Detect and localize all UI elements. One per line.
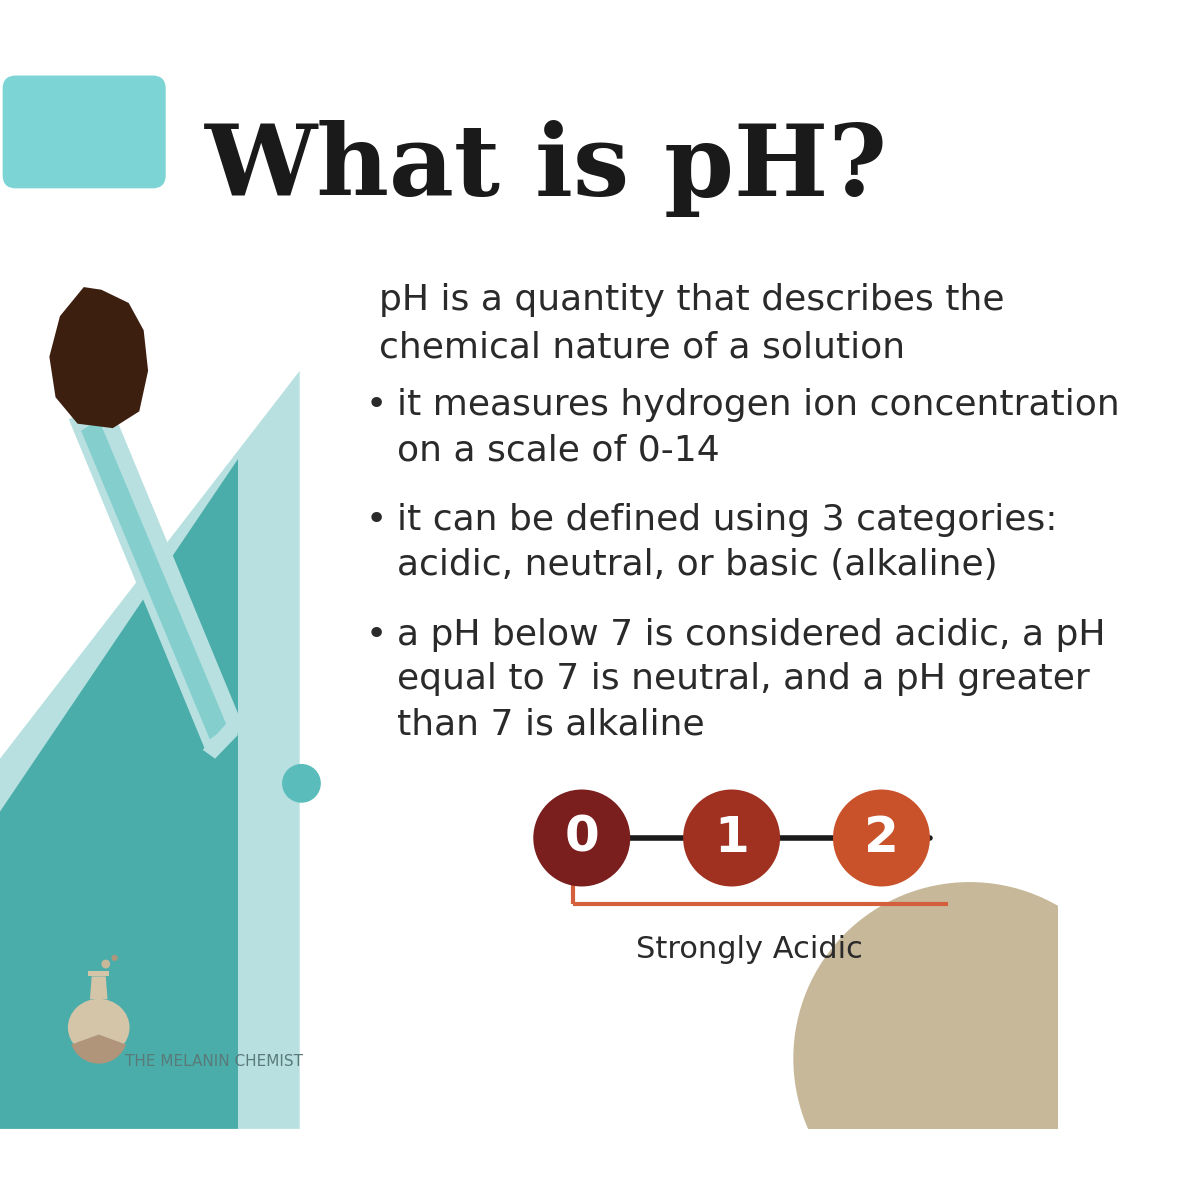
Text: •: • [366, 618, 388, 652]
Text: a pH below 7 is considered acidic, a pH
equal to 7 is neutral, and a pH greater
: a pH below 7 is considered acidic, a pH … [397, 618, 1105, 742]
Polygon shape [88, 971, 109, 977]
Circle shape [793, 882, 1146, 1200]
Polygon shape [0, 371, 300, 1129]
Ellipse shape [68, 998, 130, 1056]
Text: it can be defined using 3 categories:
acidic, neutral, or basic (alkaline): it can be defined using 3 categories: ac… [397, 503, 1057, 582]
Text: •: • [366, 389, 388, 422]
Circle shape [833, 790, 930, 887]
Text: Strongly Acidic: Strongly Acidic [636, 935, 863, 964]
Polygon shape [0, 458, 238, 1129]
Circle shape [282, 764, 320, 803]
Circle shape [101, 960, 110, 968]
Text: 1: 1 [714, 814, 749, 862]
Polygon shape [49, 287, 148, 428]
Text: •: • [366, 503, 388, 538]
Polygon shape [68, 402, 245, 748]
Text: THE MELANIN CHEMIST: THE MELANIN CHEMIST [125, 1054, 304, 1068]
Polygon shape [90, 977, 108, 1000]
Circle shape [112, 955, 118, 961]
Text: it measures hydrogen ion concentration
on a scale of 0-14: it measures hydrogen ion concentration o… [397, 389, 1120, 467]
Text: pH is a quantity that describes the
chemical nature of a solution: pH is a quantity that describes the chem… [379, 283, 1004, 364]
Polygon shape [203, 724, 238, 758]
Circle shape [533, 790, 630, 887]
FancyBboxPatch shape [2, 76, 166, 188]
Circle shape [683, 790, 780, 887]
Wedge shape [71, 1034, 126, 1063]
Text: What is pH?: What is pH? [205, 120, 888, 216]
Text: 0: 0 [564, 814, 599, 862]
Text: 2: 2 [864, 814, 899, 862]
Polygon shape [82, 419, 228, 739]
